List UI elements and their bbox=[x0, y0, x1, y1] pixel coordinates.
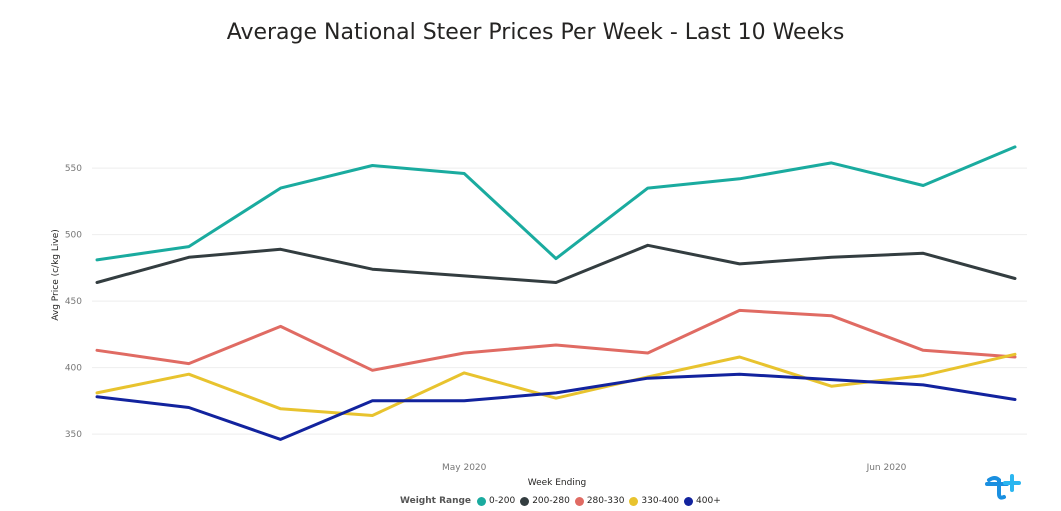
series-line-400+ bbox=[95, 372, 1017, 441]
legend-swatch bbox=[477, 496, 487, 506]
legend-label: 200-280 bbox=[532, 496, 570, 506]
series-line-200-280 bbox=[95, 243, 1017, 284]
legend-swatch bbox=[629, 496, 639, 506]
legend-item[interactable]: 400+ bbox=[684, 496, 721, 506]
y-axis-ticks: 350 400 450 500 550 bbox=[65, 164, 82, 440]
legend-item[interactable]: 280-330 bbox=[574, 496, 625, 506]
legend-label: 400+ bbox=[696, 496, 721, 506]
x-tick-label: Jun 2020 bbox=[866, 463, 907, 473]
y-tick-label: 400 bbox=[65, 364, 82, 374]
y-tick-label: 450 bbox=[65, 297, 82, 307]
legend-label: 0-200 bbox=[489, 496, 516, 506]
legend-item[interactable]: 200-280 bbox=[520, 496, 570, 506]
y-axis-label: Avg Price (c/kg Live) bbox=[51, 229, 61, 321]
y-tick-label: 500 bbox=[65, 231, 82, 241]
legend-item[interactable]: 330-400 bbox=[629, 496, 679, 506]
gridlines bbox=[92, 167, 1027, 435]
x-axis-ticks: May 2020 Jun 2020 bbox=[442, 463, 907, 473]
x-axis-label: Week Ending bbox=[528, 478, 587, 488]
legend-item[interactable]: 0-200 bbox=[477, 496, 515, 506]
legend-title: Weight Range bbox=[400, 496, 472, 506]
legend-label: 280-330 bbox=[586, 496, 625, 506]
legend-swatch bbox=[574, 496, 584, 506]
x-tick-label: May 2020 bbox=[442, 463, 487, 473]
y-tick-label: 550 bbox=[65, 164, 82, 174]
tplus-logo-icon bbox=[985, 474, 1021, 500]
legend-label: 330-400 bbox=[641, 496, 680, 506]
series-line-0-200 bbox=[95, 145, 1017, 262]
legend: Weight Range 0-200 200-280 280-330 330-400 4… bbox=[400, 494, 726, 508]
series-line-330-400 bbox=[95, 352, 1017, 417]
chart-title: Average National Steer Prices Per Week -… bbox=[226, 20, 845, 45]
series-lines bbox=[95, 145, 1017, 441]
legend-swatch bbox=[520, 496, 530, 506]
legend-swatch bbox=[684, 496, 694, 506]
series-line-280-330 bbox=[95, 308, 1017, 372]
y-tick-label: 350 bbox=[65, 430, 82, 440]
